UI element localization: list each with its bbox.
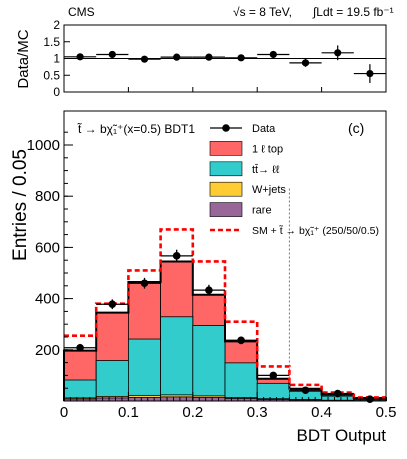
legend-swatch bbox=[209, 161, 243, 177]
bar-rare bbox=[127, 397, 161, 402]
main-xtick-label: 0 bbox=[60, 404, 68, 421]
bar-tt- bbox=[192, 325, 226, 402]
ratio-point bbox=[334, 49, 342, 57]
legend: Data 1 ℓ top tt̄→ ℓℓ W+jets rare SM + t̃ → bχ… bbox=[209, 123, 379, 237]
legend-label: 1 ℓ top bbox=[252, 143, 283, 155]
data-point bbox=[269, 371, 278, 380]
bar-tt- bbox=[160, 316, 194, 402]
panel-label: (c) bbox=[348, 120, 364, 136]
legend-swatch bbox=[209, 181, 243, 197]
legend-label: rare bbox=[252, 205, 272, 217]
ratio-point bbox=[205, 53, 213, 61]
main-ytick-label: 600 bbox=[35, 239, 60, 256]
bar-rare bbox=[160, 396, 194, 402]
ratio-point bbox=[76, 53, 84, 61]
data-point bbox=[140, 279, 149, 288]
main-xtick-label: 0.4 bbox=[311, 404, 332, 421]
main-ticks: 0 0.1 0.2 0.3 0.4 0.5 200 400 600 800 1000 bbox=[27, 131, 397, 421]
ratio-yticks: 0 0.5 1 1.5 2 bbox=[43, 18, 387, 99]
legend-label: tt̄→ ℓℓ bbox=[252, 163, 280, 175]
signal-line bbox=[64, 228, 386, 399]
legend-label: Data bbox=[252, 123, 276, 135]
main-xtick-label: 0.3 bbox=[247, 404, 268, 421]
ratio-point bbox=[173, 53, 181, 61]
legend-swatch bbox=[209, 202, 243, 217]
bar-tt- bbox=[224, 362, 258, 402]
ratio-ytick-label: 1 bbox=[53, 52, 60, 66]
energy-label: √s = 8 TeV, bbox=[233, 5, 292, 19]
ratio-ytick-label: 0.5 bbox=[43, 68, 60, 82]
ratio-marks bbox=[64, 45, 386, 83]
signal-layer bbox=[64, 228, 386, 399]
main-xtick-label: 0.5 bbox=[376, 404, 397, 421]
data-point bbox=[366, 395, 374, 404]
main-ylabel: Entries / 0.05 bbox=[10, 149, 31, 261]
data-point bbox=[301, 386, 310, 395]
ratio-point bbox=[140, 55, 149, 63]
selection-label: t̃ → bχ̃₁⁺(x=0.5) BDT1 bbox=[77, 121, 196, 136]
legend-data-marker bbox=[222, 124, 230, 132]
main-xlabel: BDT Output bbox=[297, 426, 387, 445]
data-point bbox=[172, 252, 181, 260]
bar-tt- bbox=[127, 338, 161, 402]
bar-rare bbox=[192, 397, 226, 402]
main-ytick-label: 1000 bbox=[27, 137, 60, 154]
legend-label: W+jets bbox=[252, 184, 286, 196]
data-point bbox=[76, 343, 84, 352]
data-layer bbox=[64, 249, 386, 404]
legend-swatch bbox=[209, 141, 243, 156]
experiment-label: CMS bbox=[68, 5, 95, 19]
data-point bbox=[108, 300, 117, 309]
ratio-point bbox=[237, 54, 245, 62]
ratio-point bbox=[366, 69, 374, 78]
ratio-ytick-label: 1.5 bbox=[43, 35, 60, 49]
data-point bbox=[205, 286, 213, 294]
ratio-point bbox=[108, 50, 116, 59]
main-ytick-label: 200 bbox=[35, 342, 60, 359]
data-point bbox=[237, 336, 245, 345]
ratio-ytick-label: 2 bbox=[53, 18, 60, 32]
legend-label: SM + t̃ → bχ̃₁⁺ (250/50/0.5) bbox=[252, 225, 379, 237]
lumi-label: ∫Ldt = 19.5 fb⁻¹ bbox=[312, 5, 394, 19]
ratio-ylabel: Data/MC bbox=[15, 29, 32, 88]
main-xtick-label: 0.1 bbox=[118, 404, 139, 421]
main-ytick-label: 800 bbox=[35, 188, 60, 205]
ratio-panel: Data/MC 0 0.5 1 1.5 2 bbox=[15, 18, 387, 99]
main-panel: 0 0.1 0.2 0.3 0.4 0.5 200 400 600 800 1000 Entries… bbox=[10, 110, 397, 445]
bar-tt- bbox=[95, 360, 129, 402]
data-point bbox=[333, 389, 342, 398]
ratio-point bbox=[301, 59, 310, 67]
ratio-point bbox=[269, 50, 277, 59]
main-ytick-label: 400 bbox=[35, 291, 60, 308]
main-xtick-label: 0.2 bbox=[182, 404, 203, 421]
ratio-ytick-label: 0 bbox=[53, 85, 60, 99]
